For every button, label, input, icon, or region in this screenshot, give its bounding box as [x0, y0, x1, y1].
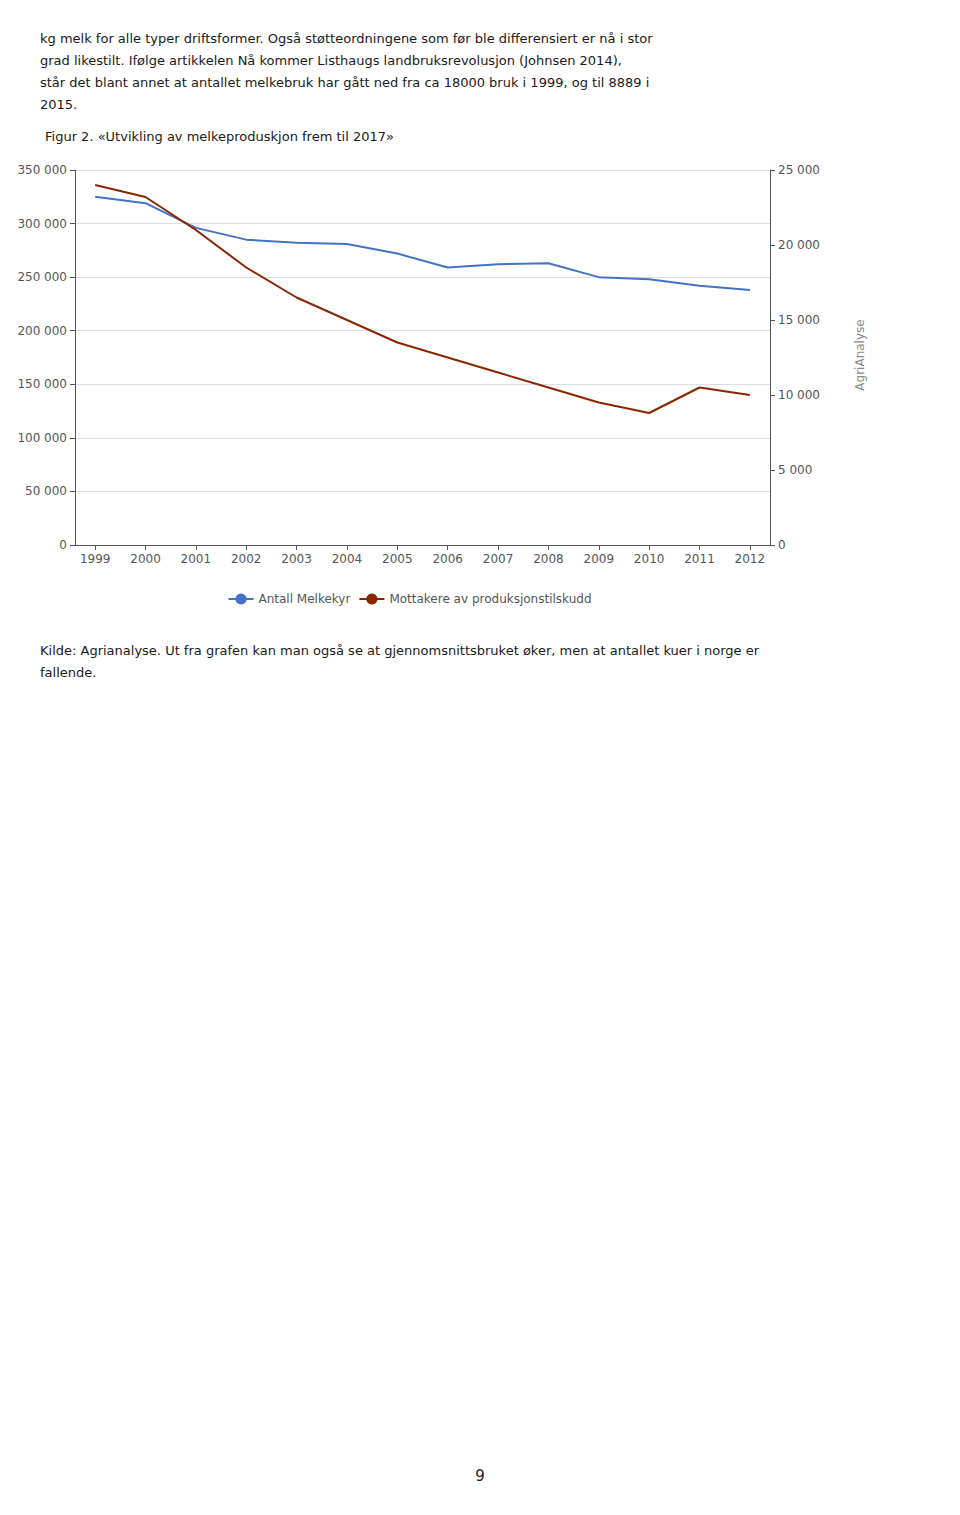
svg-text:2006: 2006: [432, 552, 463, 566]
html-text:2015.: 2015.: [40, 97, 78, 112]
svg-text:0: 0: [59, 538, 67, 552]
svg-text:2005: 2005: [382, 552, 413, 566]
svg-text:2004: 2004: [332, 552, 363, 566]
svg-text:Figur 2. «Utvikling av melkepr: Figur 2. «Utvikling av melkeproduskjon f…: [45, 129, 394, 144]
svg-text:2009: 2009: [583, 552, 614, 566]
html-text:Kilde: Agrianalyse. Ut fra gra: Kilde: Agrianalyse. Ut fra grafen kan ma…: [40, 643, 760, 658]
svg-text:2008: 2008: [533, 552, 564, 566]
svg-text:2002: 2002: [231, 552, 262, 566]
svg-text:50 000: 50 000: [25, 484, 67, 498]
svg-text:100 000: 100 000: [17, 431, 67, 445]
html-text:AgriAnalyse: AgriAnalyse: [853, 319, 867, 391]
svg-text:300 000: 300 000: [17, 217, 67, 231]
svg-text:0: 0: [778, 538, 786, 552]
html-text:9: 9: [475, 1467, 485, 1485]
svg-text:1999: 1999: [80, 552, 111, 566]
svg-text:20 000: 20 000: [778, 238, 820, 252]
svg-text:250 000: 250 000: [17, 270, 67, 284]
svg-text:Mottakere av produksjonstilsku: Mottakere av produksjonstilskudd: [389, 592, 591, 606]
svg-text:15 000: 15 000: [778, 313, 820, 327]
svg-text:5 000: 5 000: [778, 463, 812, 477]
svg-text:Antall Melkekyr: Antall Melkekyr: [259, 592, 351, 606]
svg-text:10 000: 10 000: [778, 388, 820, 402]
html-text:kg melk for alle typer driftsf: kg melk for alle typer driftsformer. Ogs…: [40, 31, 653, 46]
svg-text:2003: 2003: [281, 552, 312, 566]
svg-text:150 000: 150 000: [17, 377, 67, 391]
html-text:grad likestilt. Ifølge artikke: grad likestilt. Ifølge artikkelen Nå kom…: [40, 53, 622, 68]
svg-text:200 000: 200 000: [17, 324, 67, 338]
html-text:står det blant annet at antall: står det blant annet at antallet melkebr…: [40, 75, 650, 90]
svg-text:350 000: 350 000: [17, 163, 67, 177]
svg-text:2001: 2001: [181, 552, 212, 566]
svg-text:2007: 2007: [483, 552, 514, 566]
svg-text:2012: 2012: [735, 552, 766, 566]
svg-text:25 000: 25 000: [778, 163, 820, 177]
svg-text:2000: 2000: [130, 552, 161, 566]
svg-text:2010: 2010: [634, 552, 665, 566]
svg-text:2011: 2011: [684, 552, 715, 566]
html-text:fallende.: fallende.: [40, 665, 97, 680]
